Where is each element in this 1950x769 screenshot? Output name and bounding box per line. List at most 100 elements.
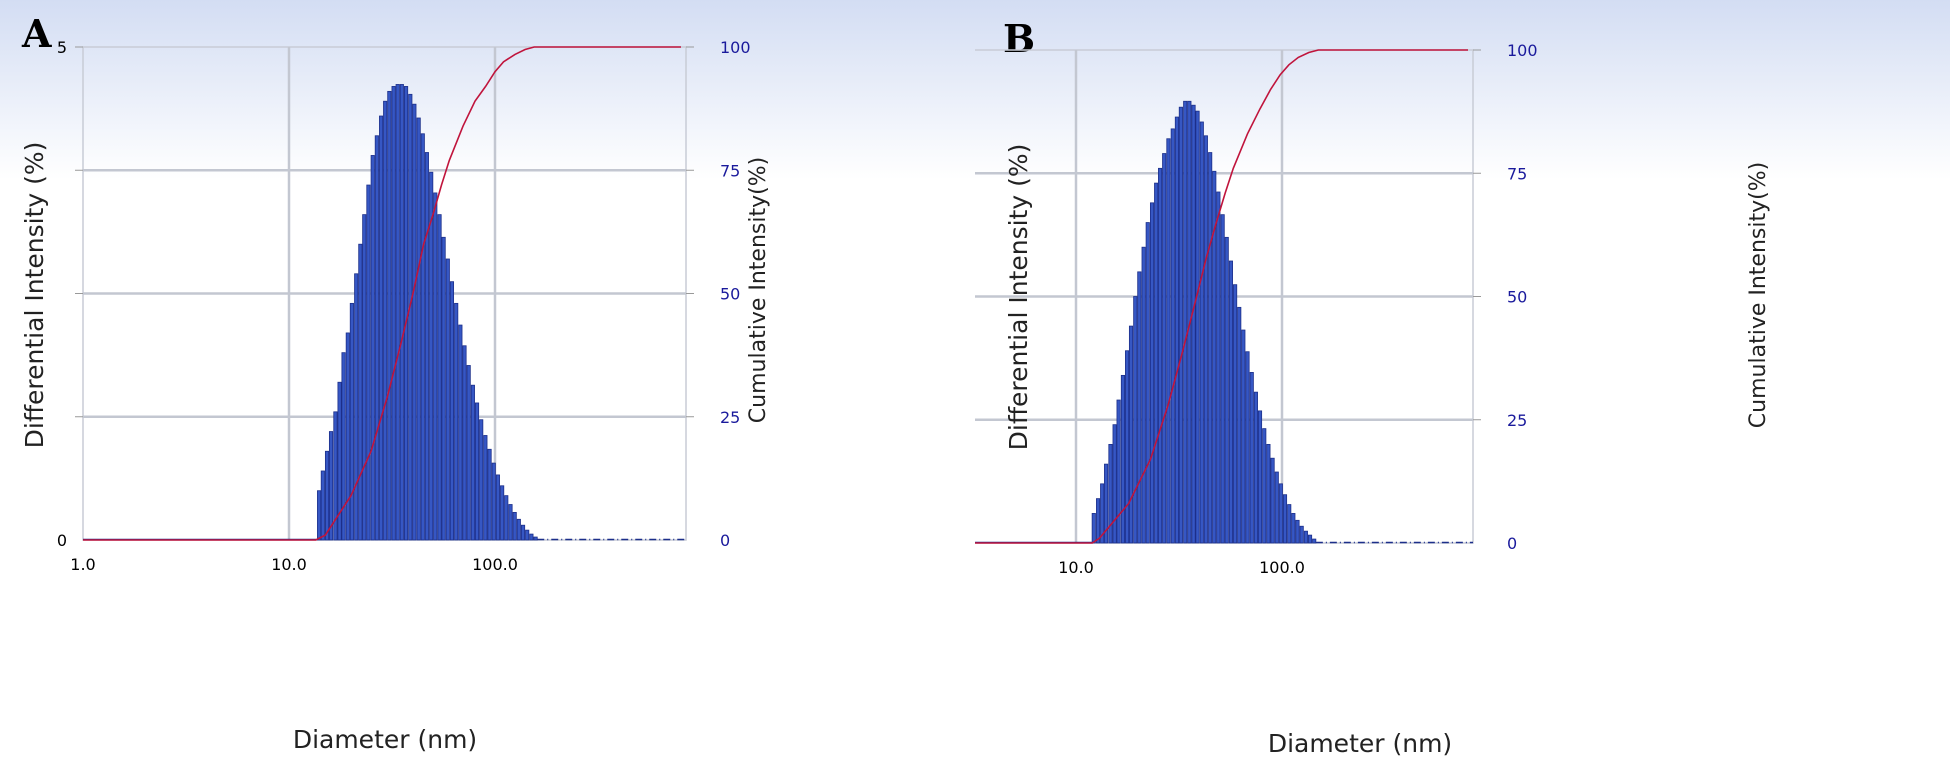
bar [324, 450, 330, 541]
y2-tick-label: 0 [1507, 534, 1517, 553]
bar [1199, 121, 1204, 544]
bar [1158, 167, 1163, 544]
y2-tick-label: 25 [720, 408, 740, 427]
bar [474, 402, 480, 541]
bar [354, 273, 359, 541]
bar [433, 192, 438, 541]
bar [1170, 128, 1175, 544]
y2-tick-label: 100 [1507, 41, 1538, 60]
bar [466, 365, 471, 541]
bar [1270, 457, 1275, 544]
bar [479, 419, 484, 541]
cumulative-line [83, 46, 681, 541]
bar [1291, 513, 1296, 544]
bar [500, 485, 505, 541]
bar [1312, 538, 1317, 544]
bar [1183, 100, 1188, 544]
bar [1249, 372, 1254, 544]
bar [1112, 424, 1117, 544]
y2-tick-label: 50 [1507, 288, 1527, 307]
cumulative-series-line [83, 46, 681, 541]
bar [408, 93, 413, 541]
y2-tick-label: 75 [720, 161, 740, 180]
bar [358, 243, 363, 541]
bar [1220, 214, 1225, 544]
bar [1166, 138, 1171, 544]
x-axis-label: Diameter (nm) [293, 725, 477, 754]
x-tick-label: 100.0 [1259, 558, 1305, 577]
bar [362, 214, 367, 541]
bar [1299, 525, 1304, 544]
bar [462, 345, 467, 541]
bar [470, 384, 475, 541]
bar [1091, 513, 1096, 544]
panel-background-gradient [0, 0, 975, 180]
bar [1278, 483, 1283, 544]
bar [370, 155, 375, 541]
bar [366, 184, 371, 541]
bar [374, 135, 379, 541]
bar [412, 103, 417, 541]
y2-tick-label: 0 [720, 531, 730, 550]
bar [337, 381, 342, 541]
cumulative-series-line [975, 49, 1468, 544]
bar [416, 117, 421, 541]
bar [399, 84, 404, 541]
x-axis-label: Diameter (nm) [1268, 729, 1452, 758]
bar [1228, 260, 1233, 544]
bar [520, 524, 526, 541]
bar [333, 411, 338, 541]
bar [1208, 152, 1213, 544]
bar [504, 495, 509, 541]
bar [1141, 246, 1146, 544]
bar [449, 281, 455, 541]
bar [1149, 202, 1155, 544]
bar [345, 332, 350, 541]
bar [1266, 443, 1271, 544]
bar [1245, 351, 1250, 544]
bar [1191, 104, 1196, 544]
bar [341, 352, 346, 541]
bar [1233, 284, 1238, 544]
bar [349, 302, 354, 541]
y2-axis-label: Cumulative Intensity(%) [746, 157, 771, 423]
panel-letter-b: B [1003, 16, 1035, 61]
y2-tick-label: 50 [720, 285, 740, 304]
bar [1100, 483, 1105, 544]
bar [1162, 153, 1167, 544]
panel-background-gradient [975, 0, 1950, 180]
bar [1108, 443, 1113, 544]
bar [1212, 170, 1217, 544]
bar [1307, 534, 1313, 544]
bar [383, 100, 388, 541]
cumulative-line [975, 49, 1468, 544]
x-tick-label: 10.0 [271, 555, 307, 574]
bar [483, 435, 488, 541]
bar [491, 462, 496, 541]
bar [495, 474, 500, 541]
bar [1303, 530, 1308, 544]
bar [1203, 135, 1208, 544]
y-axis-label: Differential Intensity (%) [1004, 144, 1033, 451]
bar [1128, 325, 1134, 544]
x-tick-label: 1.0 [70, 555, 95, 574]
bar [1241, 329, 1246, 544]
bar [1104, 463, 1109, 544]
bar [1287, 504, 1292, 544]
bar [1216, 191, 1221, 544]
bar [533, 536, 538, 541]
bar [403, 86, 409, 541]
y2-axis-label: Cumulative Intensity(%) [1746, 162, 1771, 428]
y-tick-label: 0 [57, 531, 67, 550]
bar [1195, 110, 1200, 544]
bar [525, 529, 530, 541]
y-tick-label: 5 [57, 38, 67, 57]
bar [508, 504, 513, 541]
bar [320, 470, 325, 541]
bar [487, 448, 492, 541]
bar [1116, 399, 1121, 544]
